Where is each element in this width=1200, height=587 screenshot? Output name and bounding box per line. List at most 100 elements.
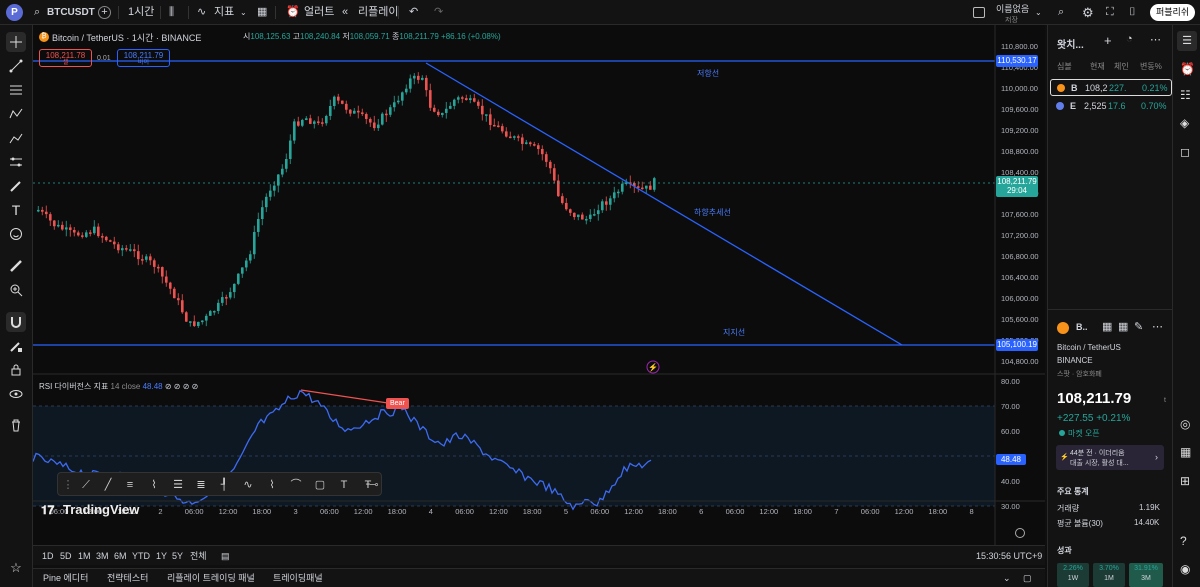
wave-icon[interactable]: ∿: [243, 479, 253, 491]
object-tree-icon[interactable]: ☷: [1180, 88, 1191, 102]
layout-icon[interactable]: [973, 7, 985, 18]
tab-pine-editor[interactable]: Pine 에디터: [43, 573, 89, 583]
collapse-icon[interactable]: ⌄: [1003, 573, 1011, 583]
perf-1w[interactable]: 2.26% 1W: [1057, 563, 1089, 587]
fib-icon[interactable]: [6, 80, 26, 100]
detail-name[interactable]: Bitcoin / TetherUS: [1057, 343, 1121, 352]
gear-icon[interactable]: ⚙: [1082, 5, 1094, 20]
watchlist-row[interactable]: B 108,2 227. 0.21%: [1050, 79, 1172, 96]
zoom-icon[interactable]: [6, 280, 26, 300]
fullscreen-icon[interactable]: ⛶: [1106, 6, 1114, 18]
maximize-icon[interactable]: ▢: [1023, 573, 1032, 583]
col-change-pct[interactable]: 변동%: [1140, 62, 1162, 71]
candle-type-icon[interactable]: ⫼: [169, 6, 175, 18]
layers-icon[interactable]: ◈: [1180, 116, 1190, 130]
lock-drawing-icon[interactable]: [6, 336, 26, 356]
ruler-icon[interactable]: [6, 152, 26, 172]
forecast-icon[interactable]: ┦: [220, 479, 228, 491]
watchlist-icon[interactable]: ☰: [1177, 31, 1197, 51]
crosshair-icon[interactable]: [6, 32, 26, 52]
channel-icon[interactable]: ≡: [126, 479, 134, 491]
perf-3m[interactable]: 31.91% 3M: [1129, 563, 1163, 587]
tab-replay-trading[interactable]: 리플레이 트레이딩 패널: [167, 573, 255, 583]
eye-icon[interactable]: ⊘ ⊘ ⊘ ⊘: [164, 382, 199, 391]
chevron-down-icon[interactable]: ⌄: [1035, 8, 1042, 17]
buy-button[interactable]: 108,211.79 바이: [117, 49, 170, 67]
trendline-icon[interactable]: ╱: [104, 479, 112, 491]
favorites-icon[interactable]: ☆: [10, 560, 22, 575]
range-3m[interactable]: 3M: [96, 551, 109, 561]
measure-icon[interactable]: [6, 256, 26, 276]
symbol-search[interactable]: BTCUSDT: [47, 7, 95, 18]
trash-icon[interactable]: [6, 415, 26, 435]
indicators-button[interactable]: 지표: [214, 6, 235, 18]
watchlist-title[interactable]: 왓치...: [1057, 40, 1084, 51]
alerts-icon[interactable]: ⏰: [1180, 62, 1195, 76]
trendline-icon[interactable]: [6, 56, 26, 76]
eye-icon[interactable]: [6, 384, 26, 404]
chevron-down-icon[interactable]: ⌄: [240, 8, 247, 17]
pie-chart-icon[interactable]: ◔: [1126, 33, 1133, 45]
gann-icon[interactable]: ≣: [196, 479, 206, 491]
drag-handle-icon[interactable]: ⋮: [62, 479, 74, 491]
interval-button[interactable]: 1시간: [128, 6, 155, 18]
rectangle-icon[interactable]: ▢: [314, 479, 326, 491]
emoji-icon[interactable]: [6, 224, 26, 244]
edit-icon[interactable]: ✎: [1134, 321, 1144, 333]
perf-1m[interactable]: 3.70% 1M: [1093, 563, 1125, 587]
sell-button[interactable]: 108,211.78 셀: [39, 49, 92, 67]
range-ytd[interactable]: YTD: [132, 551, 150, 561]
chart-area[interactable]: ⚡ 110,800.00 110,400.00 110,000.00 109,600.…: [32, 25, 1045, 545]
help-icon[interactable]: ?: [1180, 534, 1187, 548]
pattern-icon[interactable]: ⌇: [151, 479, 157, 491]
alert-button[interactable]: 얼러트: [304, 6, 335, 18]
zigzag-icon[interactable]: ⌒: [290, 479, 302, 491]
quick-search-icon[interactable]: ⌕: [1058, 6, 1065, 18]
detail-symbol[interactable]: B..: [1076, 322, 1088, 332]
fib-icon[interactable]: ☰: [173, 479, 183, 491]
brush-icon[interactable]: [6, 176, 26, 196]
range-5y[interactable]: 5Y: [172, 551, 184, 561]
notification-icon[interactable]: ◉: [1180, 562, 1191, 576]
elliott-icon[interactable]: ⌇: [269, 479, 275, 491]
text-icon[interactable]: T: [11, 202, 21, 218]
redo-icon[interactable]: ↷: [434, 6, 444, 18]
price-chart[interactable]: ⚡ 110,800.00 110,400.00 110,000.00 109,600.…: [32, 25, 1045, 545]
layout-icon[interactable]: ▦: [1118, 321, 1129, 333]
alert-icon[interactable]: ⏰: [286, 6, 300, 18]
pattern-icon[interactable]: [6, 104, 26, 124]
clock-display[interactable]: 15:30:56 UTC+9: [976, 551, 1043, 561]
profile-avatar[interactable]: P: [6, 4, 23, 21]
target-icon[interactable]: ◎: [1180, 417, 1191, 431]
range-all[interactable]: 전체: [190, 551, 207, 561]
range-1y[interactable]: 1Y: [156, 551, 168, 561]
range-1d[interactable]: 1D: [42, 551, 54, 561]
replay-button[interactable]: 리플레이: [358, 6, 399, 18]
indicators-icon[interactable]: ∿: [197, 6, 207, 18]
range-5d[interactable]: 5D: [60, 551, 72, 561]
forecast-icon[interactable]: [6, 128, 26, 148]
lock-icon[interactable]: [6, 360, 26, 380]
apps-icon[interactable]: ⊞: [1180, 474, 1191, 488]
more-icon[interactable]: ⋯: [1150, 34, 1161, 46]
tab-trading-panel[interactable]: 트레이딩패널: [273, 573, 323, 583]
calendar-icon[interactable]: ▤: [221, 551, 230, 561]
more-icon[interactable]: ⊸: [369, 479, 379, 491]
col-symbol[interactable]: 심볼: [1057, 62, 1072, 71]
brush-icon[interactable]: ⟋: [82, 479, 90, 491]
more-icon[interactable]: ⋯: [1152, 321, 1163, 333]
layout-name[interactable]: 이름없음: [996, 4, 1030, 14]
templates-icon[interactable]: ▦: [257, 6, 268, 18]
replay-icon[interactable]: «: [342, 6, 349, 18]
watchlist-row[interactable]: E 2,525 17.6 0.70%: [1050, 98, 1172, 115]
text-tool-icon[interactable]: Ŧ: [364, 479, 372, 491]
news-card[interactable]: ⚡ 44분 전 · 이더리움 대출 시장, 활성 대... ›: [1056, 445, 1164, 470]
tab-strategy-tester[interactable]: 전략테스터: [107, 573, 149, 583]
rsi-legend[interactable]: RSI 다이버전스 지표 14 close 48.48 ⊘ ⊘ ⊘ ⊘: [39, 381, 198, 392]
text-icon[interactable]: T: [340, 479, 348, 491]
col-price[interactable]: 현재: [1090, 62, 1105, 71]
publish-button[interactable]: 퍼블리쉬: [1150, 4, 1196, 21]
camera-icon[interactable]: ⌷: [1129, 6, 1136, 18]
search-icon[interactable]: ⌕: [34, 6, 41, 18]
add-symbol-button[interactable]: +: [98, 6, 111, 19]
